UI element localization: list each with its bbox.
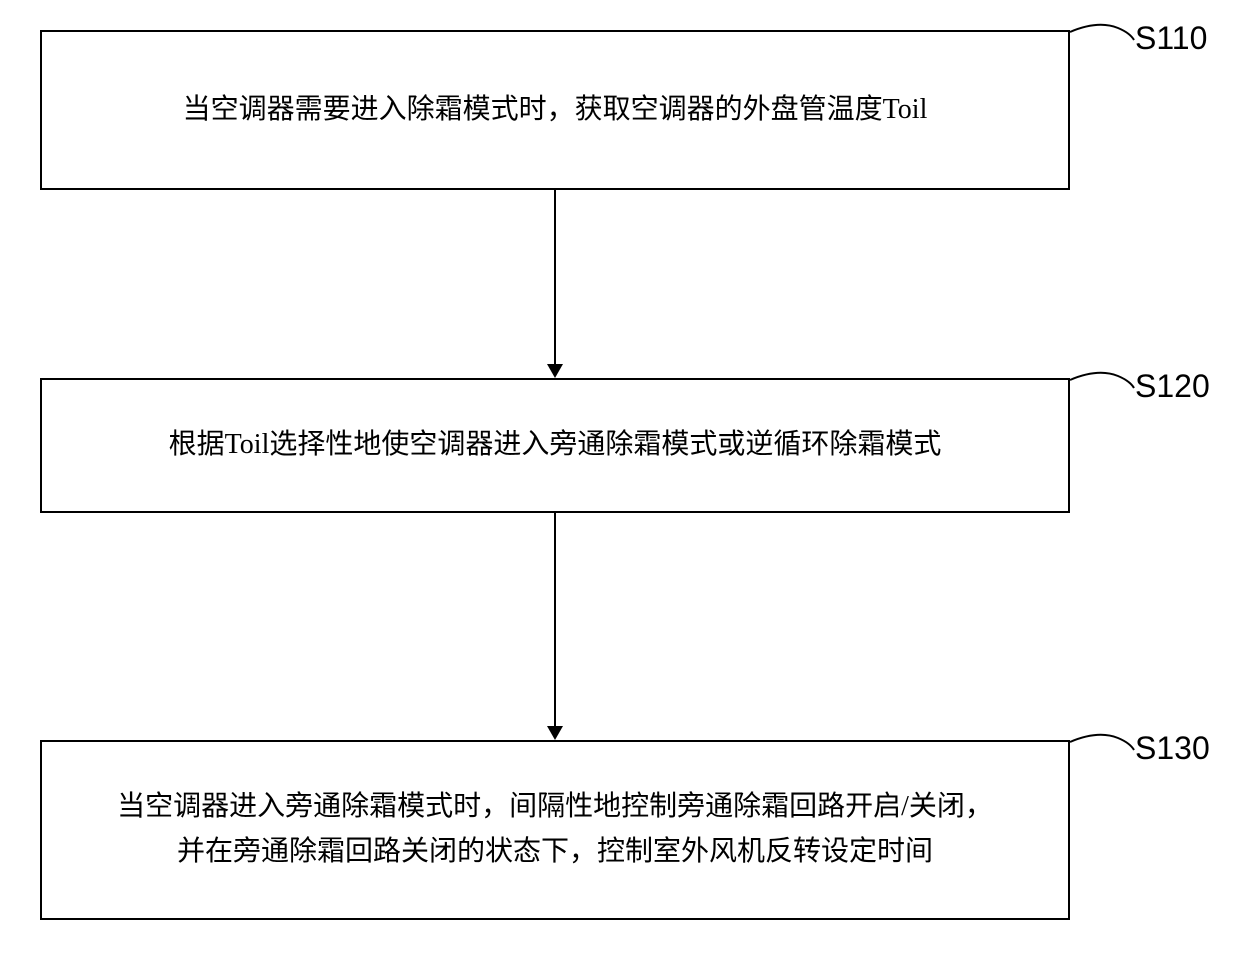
step-box-s120: 根据Toil选择性地使空调器进入旁通除霜模式或逆循环除霜模式 (40, 378, 1070, 513)
connector-line-1 (554, 190, 556, 364)
connector-line-2 (554, 513, 556, 726)
flowchart-container: 当空调器需要进入除霜模式时，获取空调器的外盘管温度Toil S110 根据Toi… (0, 0, 1240, 969)
label-curve-s130 (1068, 728, 1138, 778)
step-label-s110: S110 (1135, 20, 1207, 57)
step-text-s130-line2: 并在旁通除霜回路关闭的状态下，控制室外风机反转设定时间 (177, 836, 933, 867)
step-box-s110: 当空调器需要进入除霜模式时，获取空调器的外盘管温度Toil (40, 30, 1070, 190)
step-label-s130: S130 (1135, 730, 1210, 767)
step-text-s130: 当空调器进入旁通除霜模式时，间隔性地控制旁通除霜回路开启/关闭， 并在旁通除霜回… (117, 785, 993, 875)
label-curve-s110 (1068, 18, 1138, 68)
step-text-s130-line1: 当空调器进入旁通除霜模式时，间隔性地控制旁通除霜回路开启/关闭， (117, 791, 993, 822)
arrow-2 (547, 726, 563, 740)
step-text-s110: 当空调器需要进入除霜模式时，获取空调器的外盘管温度Toil (183, 88, 928, 133)
label-curve-s120 (1068, 366, 1138, 416)
step-text-s120: 根据Toil选择性地使空调器进入旁通除霜模式或逆循环除霜模式 (169, 423, 942, 468)
step-label-s120: S120 (1135, 368, 1210, 405)
step-box-s130: 当空调器进入旁通除霜模式时，间隔性地控制旁通除霜回路开启/关闭， 并在旁通除霜回… (40, 740, 1070, 920)
arrow-1 (547, 364, 563, 378)
